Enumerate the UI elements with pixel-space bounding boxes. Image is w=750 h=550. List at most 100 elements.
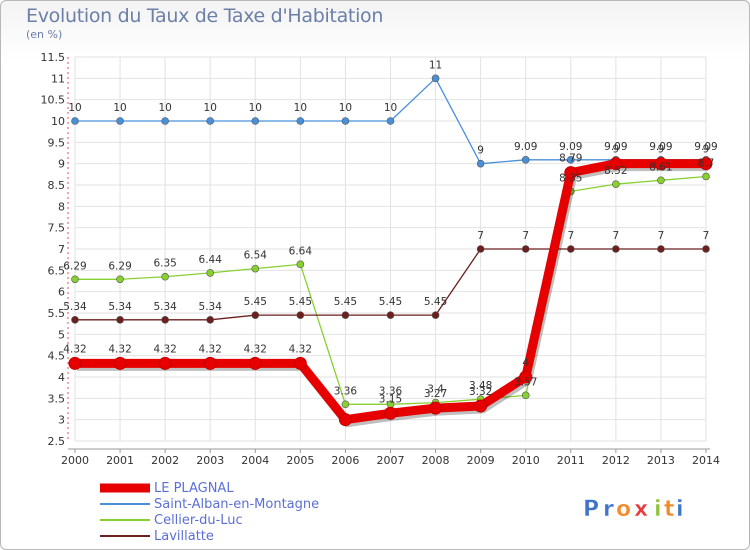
axes: 2.533.544.555.566.577.588.599.51010.5111…: [41, 51, 721, 467]
data-label-le-plagnal: 9: [703, 144, 710, 156]
data-point-le-plagnal: [248, 356, 262, 370]
data-label-le-plagnal: 3.27: [424, 388, 447, 400]
data-label-le-plagnal: 9: [613, 144, 620, 156]
data-label-lavillatte: 7: [613, 230, 620, 242]
data-labels: 4.32 4.32 4.32 4.32 4.32 4.32 3.15 3.27 3.32 4 8.7…: [63, 59, 717, 405]
data-point-lavillatte: [476, 245, 485, 253]
series-lines: [68, 74, 713, 428]
data-point-le-plagnal: [293, 356, 307, 370]
y-tick-label: 11.5: [41, 51, 66, 64]
data-point-lavillatte: [431, 311, 440, 319]
series-shadow-le-plagnal: [77, 162, 708, 428]
y-tick-label: 8: [58, 200, 65, 213]
data-point-cellier-du-luc: [341, 400, 350, 409]
data-label-saint-alban-en-montagne: 9.09: [559, 141, 582, 153]
data-point-lavillatte: [206, 316, 215, 324]
x-tick-label: 2001: [106, 454, 134, 467]
x-tick-label: 2006: [331, 454, 359, 467]
legend: LE PLAGNALSaint-Alban-en-MontagneCellier…: [100, 481, 319, 544]
data-point-le-plagnal: [429, 401, 443, 415]
data-label-le-plagnal: 4: [522, 357, 529, 369]
data-label-lavillatte: 7: [567, 230, 574, 242]
x-tick-label: 2003: [196, 454, 224, 467]
chart-title: Evolution du Taux de Taxe d'Habitation: [26, 5, 384, 27]
data-point-saint-alban-en-montagne: [566, 156, 575, 164]
data-point-le-plagnal: [654, 157, 668, 171]
data-label-cellier-du-luc: 3.48: [469, 380, 492, 392]
x-tick-label: 2000: [61, 454, 89, 467]
y-tick-label: 4.5: [48, 350, 66, 363]
y-tick-label: 11: [51, 72, 65, 85]
y-tick-label: 2.5: [48, 435, 66, 448]
data-label-cellier-du-luc: 6.54: [244, 250, 268, 262]
y-tick-label: 9.5: [48, 136, 66, 149]
data-point-le-plagnal: [203, 356, 217, 370]
data-point-lavillatte: [702, 245, 710, 253]
data-label-cellier-du-luc: 8.35: [559, 172, 582, 184]
data-label-cellier-du-luc: 8.61: [649, 161, 672, 173]
data-point-saint-alban-en-montagne: [251, 117, 260, 125]
data-label-lavillatte: 7: [477, 230, 484, 242]
data-label-lavillatte: 5.45: [334, 296, 357, 308]
x-tick-label: 2013: [647, 454, 675, 467]
data-point-le-plagnal: [519, 370, 533, 384]
y-tick-label: 7: [58, 243, 65, 256]
data-point-lavillatte: [116, 316, 124, 324]
data-label-saint-alban-en-montagne: 9.09: [514, 141, 537, 153]
data-label-cellier-du-luc: 8.7: [698, 157, 715, 169]
data-label-cellier-du-luc: 6.64: [289, 245, 313, 257]
data-label-lavillatte: 5.45: [424, 296, 447, 308]
logo-letter: x: [634, 497, 648, 522]
y-tick-label: 10.5: [41, 94, 66, 107]
data-label-saint-alban-en-montagne: 10: [384, 102, 397, 114]
data-label-cellier-du-luc: 6.29: [63, 260, 86, 272]
data-point-lavillatte: [612, 245, 620, 253]
x-tick-label: 2004: [241, 454, 269, 467]
y-tick-label: 6.5: [48, 264, 66, 277]
y-tick-label: 3.5: [48, 392, 66, 405]
x-tick-label: 2007: [377, 454, 405, 467]
data-label-saint-alban-en-montagne: 9.09: [604, 141, 627, 153]
data-point-lavillatte: [251, 311, 260, 319]
data-label-le-plagnal: 3.32: [469, 386, 492, 398]
data-point-cellier-du-luc: [206, 269, 215, 277]
data-label-le-plagnal: 4.32: [199, 343, 222, 355]
data-label-lavillatte: 5.45: [379, 296, 402, 308]
y-tick-label: 5.5: [48, 307, 66, 320]
x-tick-label: 2014: [692, 454, 720, 467]
data-point-saint-alban-en-montagne: [116, 117, 124, 125]
x-tick-label: 2005: [286, 454, 314, 467]
data-label-cellier-du-luc: 3.36: [379, 385, 403, 397]
data-label-lavillatte: 5.45: [289, 296, 312, 308]
data-point-saint-alban-en-montagne: [71, 117, 79, 125]
data-point-saint-alban-en-montagne: [521, 156, 530, 164]
data-label-saint-alban-en-montagne: 11: [429, 59, 442, 71]
y-tick-label: 9: [58, 158, 65, 171]
data-label-lavillatte: 5.34: [108, 301, 132, 313]
legend-label-saint-alban-en-montagne: Saint-Alban-en-Montagne: [154, 497, 319, 512]
data-point-lavillatte: [341, 311, 350, 319]
data-point-cellier-du-luc: [251, 264, 260, 273]
data-label-saint-alban-en-montagne: 9: [477, 145, 484, 157]
data-point-saint-alban-en-montagne: [341, 117, 350, 125]
logo-letter: o: [616, 497, 631, 522]
data-label-saint-alban-en-montagne: 10: [339, 102, 352, 114]
data-label-le-plagnal: 4.32: [289, 343, 312, 355]
y-tick-label: 3: [58, 414, 65, 427]
x-tick-label: 2002: [151, 454, 179, 467]
data-point-le-plagnal: [564, 166, 578, 180]
data-point-lavillatte: [296, 311, 305, 319]
data-label-lavillatte: 7: [522, 230, 529, 242]
data-label-le-plagnal: 4.32: [244, 343, 267, 355]
logo-letter: P: [583, 497, 599, 522]
data-point-lavillatte: [657, 245, 665, 253]
x-tick-label: 2008: [422, 454, 450, 467]
data-point-cellier-du-luc: [521, 391, 530, 400]
data-label-cellier-du-luc: 3.4: [427, 384, 444, 396]
data-label-le-plagnal: 4.32: [153, 343, 176, 355]
y-tick-label: 8.5: [48, 179, 66, 192]
data-label-cellier-du-luc: 3.57: [514, 376, 537, 388]
data-label-cellier-du-luc: 6.35: [153, 258, 176, 270]
data-point-cellier-du-luc: [296, 260, 305, 269]
